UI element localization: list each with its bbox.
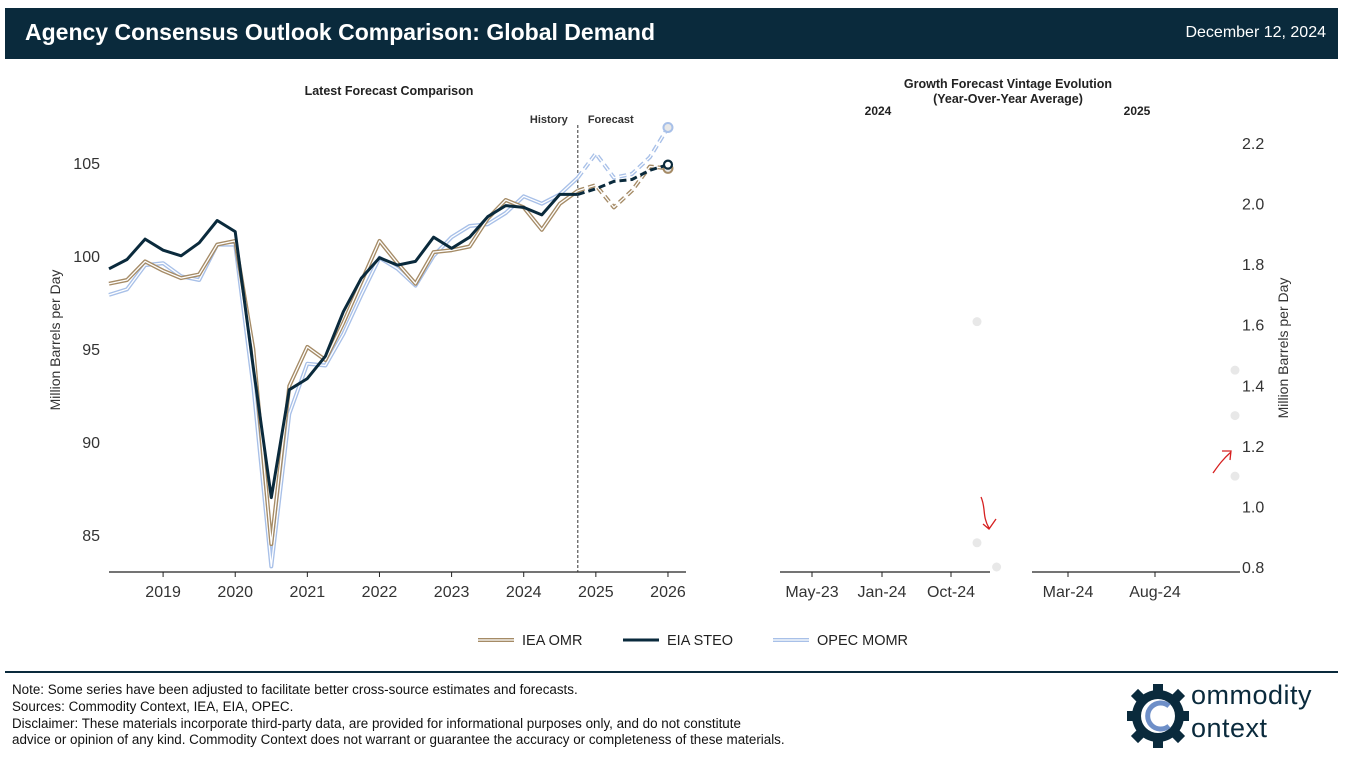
history-label: History	[530, 114, 569, 126]
right-panel-x-tick-label: Oct-24	[927, 584, 975, 601]
right-panel-label-2024: 2024	[865, 104, 892, 118]
footer-divider	[5, 671, 1338, 673]
right-panel-2024-series-opec-momr-inner	[810, 124, 977, 323]
report-date: December 12, 2024	[1185, 24, 1326, 41]
left-x-tick-label: 2021	[290, 584, 326, 601]
right-panel-2024-series-eia-steo-inner	[780, 254, 977, 544]
footer-disclaimer-2: advice or opinion of any kind. Commodity…	[12, 732, 785, 748]
left-x-tick-label: 2024	[506, 584, 542, 601]
left-series-opec-momr-end-marker	[662, 121, 674, 133]
footer-note: Note: Some series have been adjusted to …	[12, 682, 578, 697]
left-y-tick-label: 85	[82, 528, 100, 545]
left-x-tick-label: 2019	[145, 584, 181, 601]
legend-label: EIA STEO	[667, 633, 733, 649]
right-y-axis-label: Million Barrels per Day	[1275, 278, 1291, 419]
right-panel-2025-eia-steo-end-marker	[1230, 411, 1240, 421]
left-y-tick-label: 100	[73, 249, 100, 266]
left-series-eia-steo-history	[108, 192, 578, 500]
left-x-tick-label: 2022	[362, 584, 398, 601]
right-panel-2025-series-eia-steo	[1033, 273, 1235, 440]
left-x-tick-label: 2026	[650, 584, 686, 601]
legend-label: OPEC MOMR	[817, 633, 908, 649]
left-series-eia-steo-forecast	[577, 163, 669, 196]
left-series-opec-momr-history	[108, 176, 580, 569]
right-chart-title: Growth Forecast Vintage Evolution	[904, 77, 1112, 91]
left-series-opec-momr-forecast-inner	[577, 127, 669, 179]
left-series-iea-omr-history-inner	[108, 190, 579, 545]
right-y-tick-label: 2.0	[1242, 197, 1264, 214]
footer-notes: Note: Some series have been adjusted to …	[12, 682, 785, 749]
right-y-tick-label: 1.2	[1242, 439, 1264, 456]
right-y-tick-label: 1.0	[1242, 499, 1264, 516]
left-series-eia-steo-end-marker	[662, 159, 674, 170]
right-panel-2025-iea-omr-end-marker	[1230, 471, 1240, 481]
right-panel-2025-series-opec-momr	[1033, 249, 1235, 370]
right-panel-x-tick-label: Aug-24	[1129, 584, 1181, 601]
right-panel-x-tick-label: May-23	[785, 584, 838, 601]
right-panel-2024-iea-omr-end-marker	[992, 562, 1002, 572]
left-y-axis-label: Million Barrels per Day	[47, 270, 63, 411]
footer-sources: Sources: Commodity Context, IEA, EIA, OP…	[12, 698, 294, 714]
footer-disclaimer-1: Disclaimer: These materials incorporate …	[12, 715, 741, 731]
right-y-tick-label: 1.4	[1242, 378, 1264, 395]
right-panel-2024-eia-steo-end-marker	[972, 538, 982, 548]
gear-c-icon	[1127, 684, 1189, 748]
right-panel-2024-opec-momr-end-marker	[972, 317, 982, 327]
left-y-tick-label: 90	[82, 435, 100, 452]
header-bar: Agency Consensus Outlook Comparison: Glo…	[5, 8, 1338, 59]
left-x-tick-label: 2023	[434, 584, 470, 601]
logo-word-commodity: ommodity	[1191, 680, 1313, 710]
logo-word-context: ontext	[1191, 713, 1268, 743]
left-y-tick-label: 105	[73, 156, 100, 173]
right-panel-2024-series-iea-omr-inner	[799, 384, 997, 568]
legend-label: IEA OMR	[522, 633, 582, 649]
right-y-tick-label: 1.8	[1242, 257, 1264, 274]
right-panel-2025-series-eia-steo-inner	[1032, 272, 1236, 441]
right-chart-subtitle: (Year-Over-Year Average)	[933, 92, 1083, 106]
right-panel-x-tick-label: Mar-24	[1043, 584, 1094, 601]
right-y-tick-label: 2.2	[1242, 136, 1264, 153]
left-x-tick-label: 2025	[578, 584, 614, 601]
right-panel-2025-series-iea-omr-inner	[1093, 475, 1236, 538]
right-panel-2025-opec-momr-end-marker	[1230, 365, 1240, 375]
commodity-context-logo: ommodity ontext	[1125, 678, 1335, 750]
right-panel-2024-series-eia-steo	[781, 255, 977, 543]
page-title: Agency Consensus Outlook Comparison: Glo…	[25, 19, 656, 45]
left-x-tick-label: 2020	[217, 584, 253, 601]
right-panel-2024-series-opec-momr	[810, 125, 977, 322]
right-panel-2025-series-opec-momr-inner	[1033, 248, 1236, 371]
right-panel-x-tick-label: Jan-24	[858, 584, 907, 601]
left-series-opec-momr-history-inner	[108, 177, 579, 568]
left-chart-title: Latest Forecast Comparison	[305, 84, 474, 98]
left-y-tick-label: 95	[82, 342, 100, 359]
left-series-iea-omr-history	[108, 189, 579, 547]
forecast-label: Forecast	[588, 114, 634, 126]
right-y-tick-label: 1.6	[1242, 318, 1264, 335]
up-arrow-annotation	[1212, 450, 1232, 474]
left-series-iea-omr-forecast-inner	[577, 165, 669, 209]
down-arrow-annotation	[980, 496, 997, 530]
right-y-tick-label: 0.8	[1242, 560, 1264, 577]
right-panel-label-2025: 2025	[1124, 104, 1151, 118]
